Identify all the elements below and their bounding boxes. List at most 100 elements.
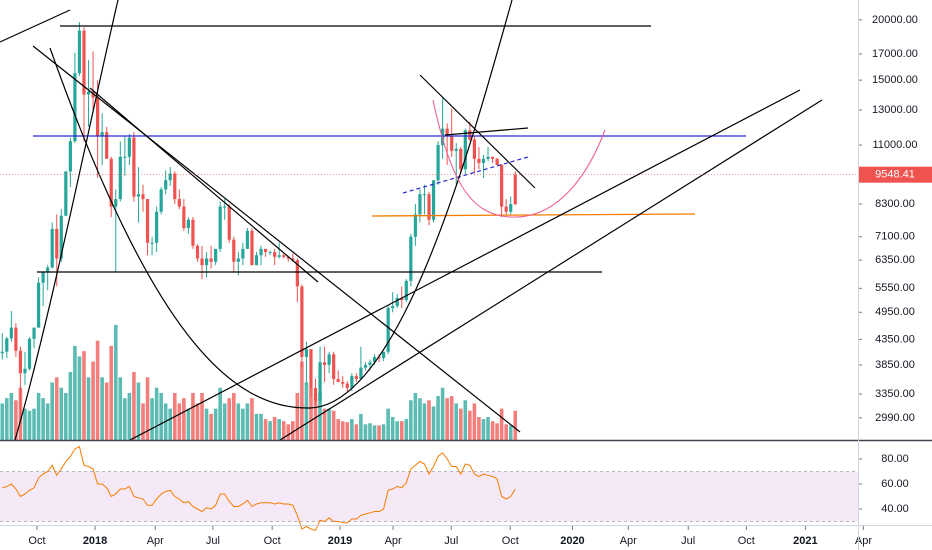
volume-bar <box>168 408 173 440</box>
volume-bar <box>9 392 14 440</box>
candle-body <box>200 258 204 266</box>
candle-body <box>418 194 422 215</box>
candle-body <box>59 215 63 259</box>
volume-bar <box>472 403 477 440</box>
volume-bar <box>418 398 422 440</box>
candle-body <box>41 272 45 283</box>
y-tick-label: 3850.00 <box>875 359 915 371</box>
candle-body <box>363 364 368 368</box>
rsi-band <box>0 471 858 522</box>
x-tick-label: Oct <box>264 535 281 547</box>
volume-bar <box>145 377 150 440</box>
volume-bar <box>277 419 281 440</box>
candle-body <box>186 219 190 229</box>
volume-bar <box>477 417 481 440</box>
candle-body <box>155 211 159 243</box>
candle-body <box>182 206 186 229</box>
volume-bar <box>458 408 463 440</box>
volume-bar <box>41 398 45 440</box>
candle-body <box>14 327 18 351</box>
x-tick-label: 2018 <box>83 535 107 547</box>
volume-bar <box>77 356 82 440</box>
candle-body <box>295 260 299 287</box>
volume-bar <box>499 408 504 440</box>
candle-body <box>73 73 77 142</box>
y-tick-label: 2990.00 <box>875 412 915 424</box>
y-tick-label: 11000.00 <box>872 139 917 151</box>
candle-body <box>232 239 236 262</box>
volume-bar <box>504 424 508 440</box>
candle-body <box>227 206 231 240</box>
y-tick-label: 8300.00 <box>875 198 915 210</box>
candle-body <box>313 387 318 401</box>
volume-bar <box>463 400 468 440</box>
volume-bar <box>340 421 345 440</box>
candle-body <box>336 378 340 382</box>
candle-body <box>400 297 404 300</box>
volume-bar <box>95 340 100 440</box>
candle-body <box>431 180 436 220</box>
candle-body <box>468 130 472 140</box>
candle-body <box>64 171 68 216</box>
volume-bar <box>404 419 409 440</box>
candle-body <box>509 204 513 212</box>
volume-bar <box>350 419 354 440</box>
volume-bar <box>177 403 182 440</box>
volume-bar <box>27 410 32 440</box>
candle-body <box>132 137 136 197</box>
volume-bar <box>186 408 191 440</box>
candle-body <box>127 137 131 157</box>
x-tick-label: Apr <box>620 535 637 547</box>
volume-bar <box>431 406 436 440</box>
candle-body <box>118 156 122 200</box>
horizontal-line <box>371 213 696 217</box>
candle-body <box>282 255 286 257</box>
candle-body <box>386 308 390 352</box>
volume-bar <box>204 408 209 440</box>
volume-bar <box>468 410 472 440</box>
volume-bar <box>445 398 449 440</box>
y-tick-label: 4350.00 <box>875 333 915 345</box>
volume-bar <box>318 392 322 440</box>
rsi-line <box>2 445 516 531</box>
volume-bar <box>127 392 132 440</box>
candle-body <box>490 156 495 159</box>
candle-body <box>214 248 218 262</box>
candle-body <box>286 256 290 259</box>
candle-body <box>86 91 91 95</box>
trend-line <box>279 99 823 440</box>
candle-body <box>173 173 177 200</box>
candle-body <box>350 376 354 388</box>
volume-bar <box>268 421 272 440</box>
candle-body <box>477 158 481 163</box>
volume-bar <box>100 377 104 440</box>
volume-bar <box>399 421 404 440</box>
x-tick-label: 2021 <box>793 535 817 547</box>
candle-body <box>454 148 458 151</box>
candle-body <box>391 306 395 309</box>
candle-body <box>500 165 504 207</box>
y-tick-label: 6350.00 <box>875 254 915 266</box>
candle-body <box>382 351 386 358</box>
volume-bar <box>231 392 236 440</box>
candle-body <box>354 376 358 379</box>
candle-body <box>322 362 327 365</box>
parabola <box>49 0 513 409</box>
volume-bar <box>354 424 359 440</box>
volume-bar <box>259 413 263 440</box>
volume-bar <box>132 372 136 440</box>
trend-line <box>419 74 536 189</box>
candle-body <box>422 194 427 196</box>
candle-body <box>164 180 168 190</box>
candle-body <box>136 194 141 197</box>
volume-bar <box>413 392 418 440</box>
candle-body <box>291 258 295 261</box>
candle-body <box>309 349 313 388</box>
candle-body <box>300 286 304 357</box>
candle-body <box>23 368 27 374</box>
volume-bar <box>218 387 222 440</box>
volume-bar <box>322 408 327 440</box>
candle-body <box>277 255 281 257</box>
candle-body <box>259 248 263 256</box>
